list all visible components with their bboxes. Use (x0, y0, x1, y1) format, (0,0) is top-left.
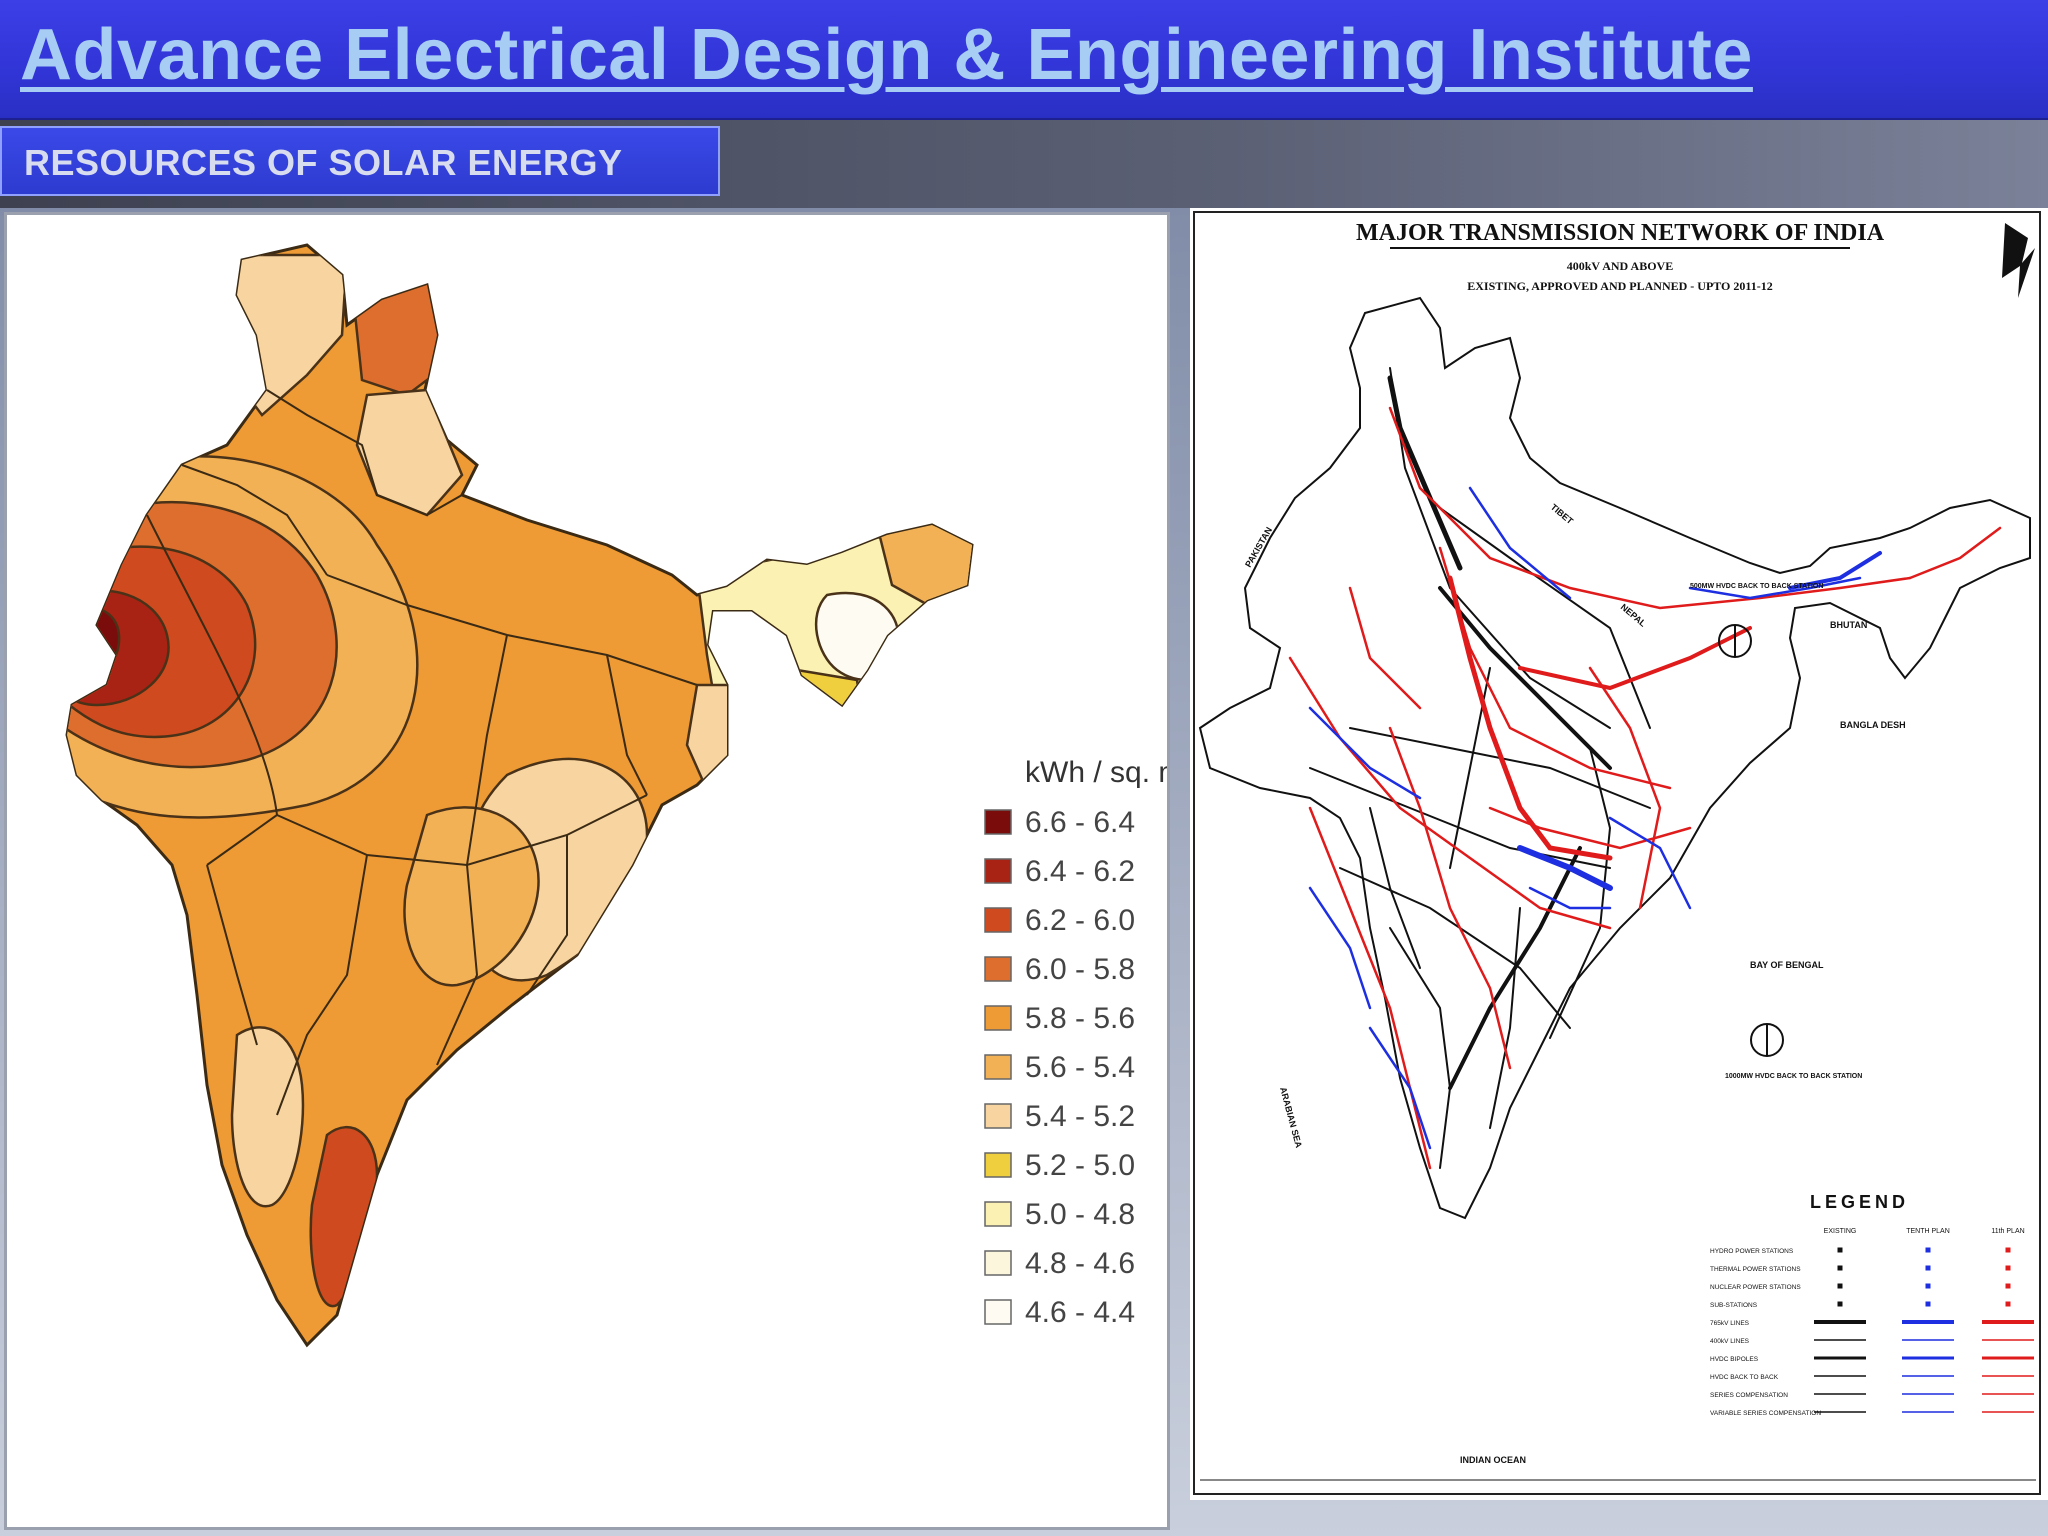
unit-label: kWh / sq. m (1025, 756, 1167, 789)
legend-swatch (984, 956, 1012, 982)
legend-symbol (1925, 1265, 1931, 1271)
legend-label: 6.4 - 6.2 (1025, 855, 1135, 888)
hvdc-annotation-2: 1000MW HVDC BACK TO BACK STATION (1725, 1023, 1862, 1080)
transmission-map-panel: MAJOR TRANSMISSION NETWORK OF INDIA 400k… (1190, 208, 2048, 1500)
powergrid-logo (2002, 223, 2035, 298)
transmission-subtitle-1: 400kV AND ABOVE (1567, 259, 1673, 273)
legend-swatch (984, 1005, 1012, 1031)
zone-kerala-light (230, 1026, 305, 1208)
transmission-subtitle-2: EXISTING, APPROVED AND PLANNED - UPTO 20… (1467, 279, 1772, 293)
legend-row-label: THERMAL POWER STATIONS (1710, 1266, 1801, 1273)
slide-subtitle: RESOURCES OF SOLAR ENERGY (24, 142, 623, 183)
title-bar: Advance Electrical Design & Engineering … (0, 0, 2048, 120)
legend-label: 6.6 - 6.4 (1025, 806, 1135, 839)
legend-swatch (984, 809, 1012, 835)
transmission-map-title: MAJOR TRANSMISSION NETWORK OF INDIA (1356, 220, 1885, 246)
legend-row-label: SERIES COMPENSATION (1710, 1392, 1788, 1399)
page-title: Advance Electrical Design & Engineering … (20, 15, 1753, 95)
hvdc-annotation-1: 500MW HVDC BACK TO BACK STATION (1690, 583, 1823, 658)
legend-title: LEGEND (1810, 1192, 1909, 1212)
transmission-map: MAJOR TRANSMISSION NETWORK OF INDIA 400k… (1193, 211, 2041, 1495)
svg-text:1000MW HVDC BACK TO BACK STATI: 1000MW HVDC BACK TO BACK STATION (1725, 1073, 1862, 1080)
legend-row-label: 765kV LINES (1710, 1320, 1750, 1327)
legend-symbol (1837, 1247, 1843, 1253)
subtitle-box: RESOURCES OF SOLAR ENERGY (0, 126, 720, 196)
legend-row-label: HVDC BIPOLES (1710, 1356, 1759, 1363)
label-bay-of-bengal: BAY OF BENGAL (1750, 960, 1824, 970)
legend-swatch (984, 1152, 1012, 1178)
label-indian-ocean: INDIAN OCEAN (1460, 1455, 1526, 1465)
solar-legend: 6.6 - 6.4 6.4 - 6.2 6.2 - 6.0 6.0 - 5.8 5.8 … (984, 806, 1135, 1329)
label-bangladesh: BANGLA DESH (1840, 720, 1906, 730)
legend-row-label: NUCLEAR POWER STATIONS (1710, 1284, 1801, 1291)
legend-rows: HYDRO POWER STATIONS THERMAL POWER STATIO… (1710, 1247, 2034, 1417)
legend-symbol (1837, 1283, 1843, 1289)
legend-symbol (1837, 1301, 1843, 1307)
legend-symbol (2005, 1283, 2011, 1289)
legend-label: 5.4 - 5.2 (1025, 1100, 1135, 1133)
legend-label: 6.0 - 5.8 (1025, 953, 1135, 986)
legend-symbol (1925, 1283, 1931, 1289)
legend-swatch (984, 858, 1012, 884)
india-outline-line (1198, 296, 2031, 1220)
legend-swatch (984, 1054, 1012, 1080)
zone-66-64 (67, 606, 121, 678)
legend-label: 4.8 - 4.6 (1025, 1247, 1135, 1280)
legend-symbol (1925, 1247, 1931, 1253)
legend-swatch (984, 1250, 1012, 1276)
label-bhutan: BHUTAN (1830, 620, 1867, 630)
legend-row-label: HVDC BACK TO BACK (1710, 1374, 1779, 1381)
irradiance-zones (67, 253, 972, 1308)
legend-col-eleventh: 11th PLAN (1991, 1228, 2024, 1235)
legend-row-label: 400kV LINES (1710, 1338, 1750, 1345)
network-legend: LEGEND EXISTING TENTH PLAN 11th PLAN HYD… (1710, 1192, 2034, 1417)
legend-row-label: SUB-STATIONS (1710, 1302, 1758, 1309)
legend-swatch (984, 907, 1012, 933)
legend-symbol (1837, 1265, 1843, 1271)
legend-label: 5.8 - 5.6 (1025, 1002, 1135, 1035)
legend-symbol (1925, 1301, 1931, 1307)
legend-label: 6.2 - 6.0 (1025, 904, 1135, 937)
legend-label: 5.6 - 5.4 (1025, 1051, 1135, 1084)
legend-col-existing: EXISTING (1824, 1228, 1857, 1235)
legend-label: 5.0 - 4.8 (1025, 1198, 1135, 1231)
legend-symbol (2005, 1301, 2011, 1307)
solar-map-panel: kWh / sq. m 6.6 - 6.46.4 - 6.26.2 - 6.06… (4, 212, 1183, 1530)
legend-swatch (984, 1299, 1012, 1325)
legend-symbol (2005, 1247, 2011, 1253)
legend-label: 5.2 - 5.0 (1025, 1149, 1135, 1182)
svg-text:500MW HVDC BACK TO BACK STATIO: 500MW HVDC BACK TO BACK STATION (1690, 583, 1823, 590)
legend-row-label: VARIABLE SERIES COMPENSATION (1710, 1410, 1821, 1417)
legend-swatch (984, 1201, 1012, 1227)
zone-central-mid (403, 806, 540, 987)
legend-swatch (984, 1103, 1012, 1129)
solar-map: kWh / sq. m 6.6 - 6.46.4 - 6.26.2 - 6.06… (65, 243, 1183, 1348)
legend-col-tenth: TENTH PLAN (1906, 1228, 1950, 1235)
legend-label: 4.6 - 4.4 (1025, 1296, 1135, 1329)
legend-symbol (2005, 1265, 2011, 1271)
legend-row-label: HYDRO POWER STATIONS (1710, 1248, 1794, 1255)
network-lines (1288, 367, 2002, 1170)
state-boundaries (146, 389, 698, 1116)
